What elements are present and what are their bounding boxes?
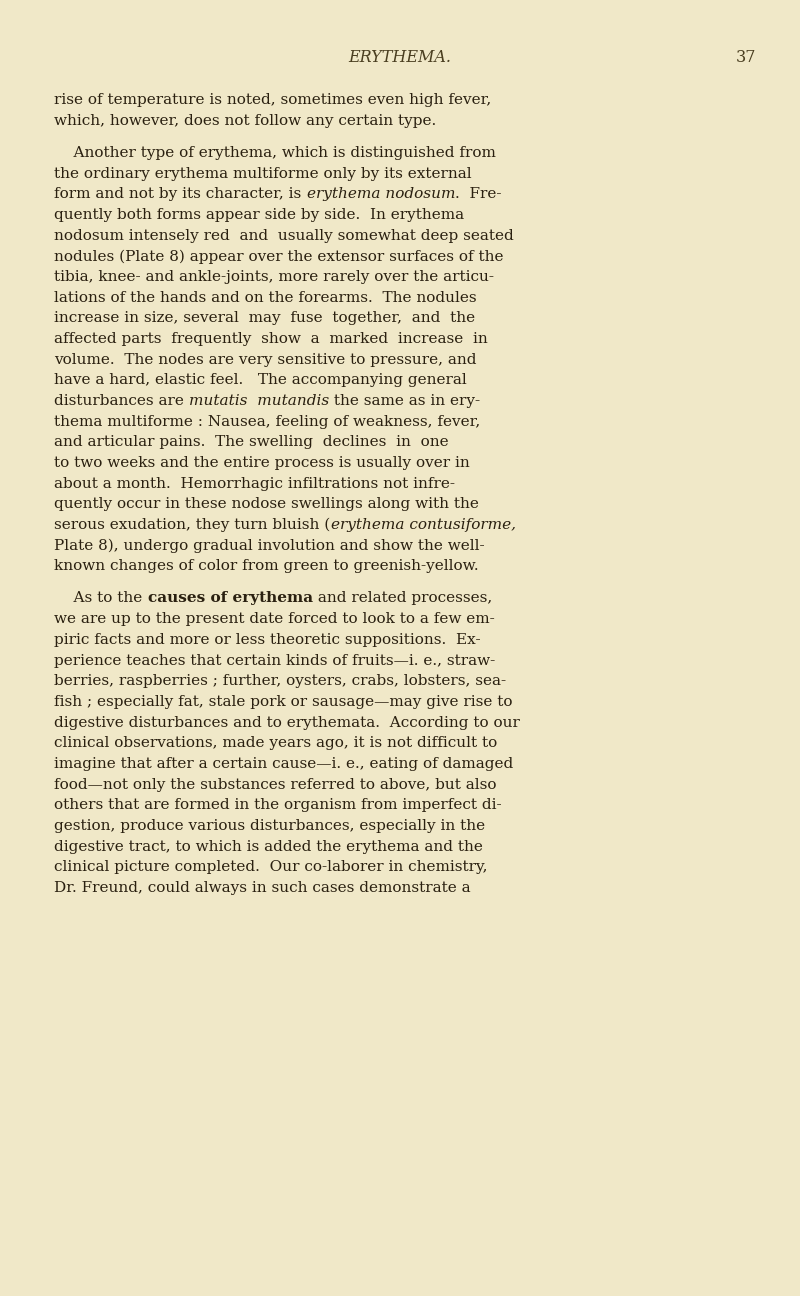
Text: volume.  The nodes are very sensitive to pressure, and: volume. The nodes are very sensitive to …: [54, 353, 477, 367]
Text: thema multiforme : Nausea, feeling of weakness, fever,: thema multiforme : Nausea, feeling of we…: [54, 415, 481, 429]
Text: piric facts and more or less theoretic suppositions.  Ex-: piric facts and more or less theoretic s…: [54, 632, 481, 647]
Text: tibia, knee- and ankle-joints, more rarely over the articu-: tibia, knee- and ankle-joints, more rare…: [54, 270, 494, 284]
Text: causes of erythema: causes of erythema: [147, 591, 313, 605]
Text: to two weeks and the entire process is usually over in: to two weeks and the entire process is u…: [54, 456, 470, 470]
Text: perience teaches that certain kinds of fruits—i. e., straw-: perience teaches that certain kinds of f…: [54, 653, 496, 667]
Text: serous exudation, they turn bluish (: serous exudation, they turn bluish (: [54, 518, 330, 533]
Text: clinical picture completed.  Our co-laborer in chemistry,: clinical picture completed. Our co-labor…: [54, 861, 488, 875]
Text: nodosum intensely red  and  usually somewhat deep seated: nodosum intensely red and usually somewh…: [54, 228, 514, 242]
Text: Another type of erythema, which is distinguished from: Another type of erythema, which is disti…: [54, 146, 496, 159]
Text: erythema nodosum: erythema nodosum: [306, 188, 455, 201]
Text: about a month.  Hemorrhagic infiltrations not infre-: about a month. Hemorrhagic infiltrations…: [54, 477, 455, 491]
Text: ERYTHEMA.: ERYTHEMA.: [349, 49, 451, 66]
Text: and articular pains.  The swelling  declines  in  one: and articular pains. The swelling declin…: [54, 435, 449, 450]
Text: rise of temperature is noted, sometimes even high fever,: rise of temperature is noted, sometimes …: [54, 93, 492, 108]
Text: and related processes,: and related processes,: [313, 591, 492, 605]
Text: As to the: As to the: [54, 591, 147, 605]
Text: mutatis  mutandis: mutatis mutandis: [189, 394, 330, 408]
Text: nodules (Plate 8) appear over the extensor surfaces of the: nodules (Plate 8) appear over the extens…: [54, 249, 504, 264]
Text: disturbances are: disturbances are: [54, 394, 189, 408]
Text: fish ; especially fat, stale pork or sausage—may give rise to: fish ; especially fat, stale pork or sau…: [54, 695, 513, 709]
Text: increase in size, several  may  fuse  together,  and  the: increase in size, several may fuse toget…: [54, 311, 475, 325]
Text: .  Fre-: . Fre-: [455, 188, 502, 201]
Text: lations of the hands and on the forearms.  The nodules: lations of the hands and on the forearms…: [54, 290, 477, 305]
Text: have a hard, elastic feel.   The accompanying general: have a hard, elastic feel. The accompany…: [54, 373, 467, 388]
Text: Plate 8), undergo gradual involution and show the well-: Plate 8), undergo gradual involution and…: [54, 539, 485, 553]
Text: quently occur in these nodose swellings along with the: quently occur in these nodose swellings …: [54, 498, 479, 512]
Text: digestive tract, to which is added the erythema and the: digestive tract, to which is added the e…: [54, 840, 483, 854]
Text: affected parts  frequently  show  a  marked  increase  in: affected parts frequently show a marked …: [54, 332, 488, 346]
Text: imagine that after a certain cause—i. e., eating of damaged: imagine that after a certain cause—i. e.…: [54, 757, 514, 771]
Text: the ordinary erythema multiforme only by its external: the ordinary erythema multiforme only by…: [54, 167, 472, 180]
Text: erythema contusiforme,: erythema contusiforme,: [330, 518, 516, 533]
Text: 37: 37: [735, 49, 756, 66]
Text: digestive disturbances and to erythemata.  According to our: digestive disturbances and to erythemata…: [54, 715, 520, 730]
Text: form and not by its character, is: form and not by its character, is: [54, 188, 306, 201]
Text: known changes of color from green to greenish-yellow.: known changes of color from green to gre…: [54, 560, 479, 573]
Text: berries, raspberries ; further, oysters, crabs, lobsters, sea-: berries, raspberries ; further, oysters,…: [54, 674, 506, 688]
Text: Dr. Freund, could always in such cases demonstrate a: Dr. Freund, could always in such cases d…: [54, 881, 471, 894]
Text: others that are formed in the organism from imperfect di-: others that are formed in the organism f…: [54, 798, 502, 813]
Text: which, however, does not follow any certain type.: which, however, does not follow any cert…: [54, 114, 437, 128]
Text: clinical observations, made years ago, it is not difficult to: clinical observations, made years ago, i…: [54, 736, 498, 750]
Text: food—not only the substances referred to above, but also: food—not only the substances referred to…: [54, 778, 497, 792]
Text: the same as in ery-: the same as in ery-: [330, 394, 481, 408]
Text: we are up to the present date forced to look to a few em-: we are up to the present date forced to …: [54, 612, 495, 626]
Text: gestion, produce various disturbances, especially in the: gestion, produce various disturbances, e…: [54, 819, 486, 833]
Text: quently both forms appear side by side.  In erythema: quently both forms appear side by side. …: [54, 209, 465, 222]
